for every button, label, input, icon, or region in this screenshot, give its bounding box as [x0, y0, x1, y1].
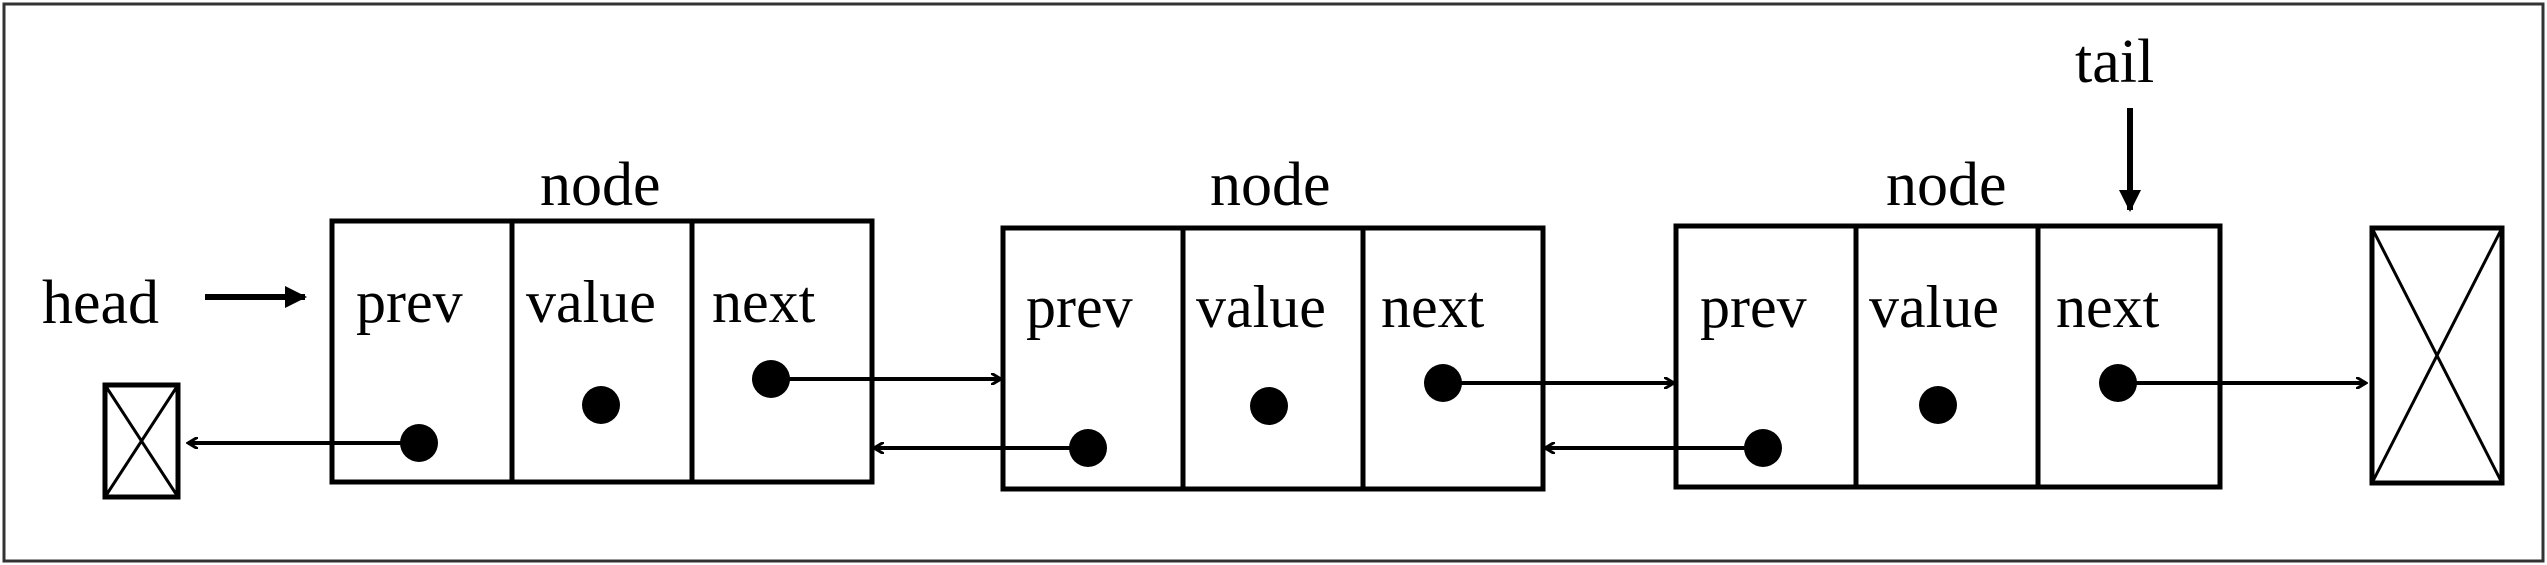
- node-title: node: [1886, 151, 2007, 219]
- next-field-label: next: [712, 269, 816, 335]
- node-1: node prev value next: [329, 151, 875, 485]
- next-field-label: next: [2056, 274, 2160, 340]
- next-field-label: next: [1381, 274, 1485, 340]
- value-dot: [582, 386, 620, 424]
- node-title: node: [1210, 151, 1331, 219]
- prev-field-label: prev: [1700, 274, 1807, 340]
- node-3: node prev value next: [1673, 151, 2223, 490]
- head-label: head: [42, 269, 159, 337]
- value-dot: [1250, 387, 1288, 425]
- value-dot: [1919, 386, 1957, 424]
- value-field-label: value: [1869, 274, 1999, 340]
- prev-field-label: prev: [356, 269, 463, 335]
- node-2: node prev value next: [1000, 151, 1546, 492]
- value-field-label: value: [1196, 274, 1326, 340]
- tail-label: tail: [2075, 28, 2154, 96]
- null-terminator-right: [2369, 225, 2505, 486]
- node-title: node: [540, 151, 661, 219]
- value-field-label: value: [526, 269, 656, 335]
- prev-field-label: prev: [1026, 274, 1133, 340]
- null-terminator-left: [102, 382, 181, 500]
